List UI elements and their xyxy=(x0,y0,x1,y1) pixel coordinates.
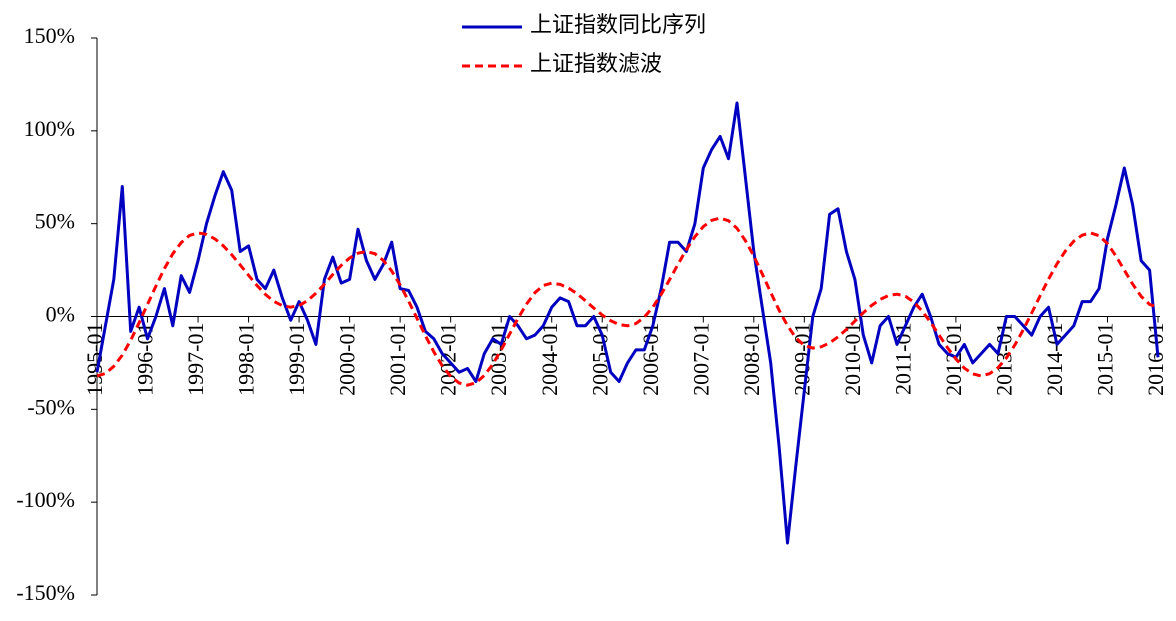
x-tick-label: 2010-01 xyxy=(840,323,865,396)
x-tick-label: 1999-01 xyxy=(284,323,309,396)
y-tick-label: 150% xyxy=(24,23,75,48)
x-tick-label: 1998-01 xyxy=(234,323,259,396)
x-tick-label: 2012-01 xyxy=(941,323,966,396)
series-line xyxy=(96,216,1159,387)
x-tick-label: 2015-01 xyxy=(1093,323,1118,396)
x-tick-label: 1997-01 xyxy=(183,323,208,396)
y-tick-label: -50% xyxy=(27,394,75,419)
y-tick-label: 100% xyxy=(24,116,75,141)
legend-label: 上证指数滤波 xyxy=(530,51,662,76)
series-line xyxy=(95,101,1160,545)
x-tick-label: 2000-01 xyxy=(335,323,360,396)
y-tick-label: 50% xyxy=(35,209,75,234)
x-tick-label: 2013-01 xyxy=(991,323,1016,396)
x-tick-label: 2001-01 xyxy=(385,323,410,396)
y-tick-label: -150% xyxy=(16,580,75,605)
x-tick-label: 2004-01 xyxy=(537,323,562,396)
x-tick-label: 2003-01 xyxy=(486,323,511,396)
y-tick-label: -100% xyxy=(16,487,75,512)
x-tick-label: 2008-01 xyxy=(739,323,764,396)
y-tick-label: 0% xyxy=(46,302,75,327)
legend-label: 上证指数同比序列 xyxy=(530,12,706,37)
x-tick-label: 2007-01 xyxy=(688,323,713,396)
